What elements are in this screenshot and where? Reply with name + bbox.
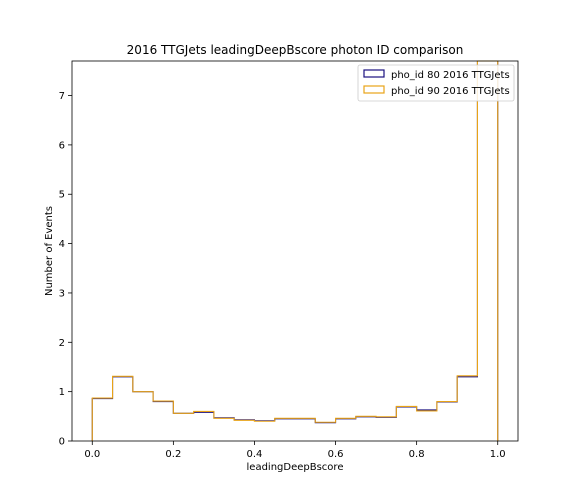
x-tick-label: 1.0	[490, 449, 506, 460]
chart-title: 2016 TTGJets leadingDeepBscore photon ID…	[127, 43, 464, 57]
x-tick-label: 0.0	[84, 449, 100, 460]
x-axis-label: leadingDeepBscore	[247, 462, 344, 473]
legend: pho_id 80 2016 TTGJets pho_id 90 2016 TT…	[358, 65, 514, 101]
legend-label-pho-id-90: pho_id 90 2016 TTGJets	[391, 86, 510, 97]
legend-label-pho-id-80: pho_id 80 2016 TTGJets	[391, 70, 510, 81]
y-tick-label: 5	[59, 190, 65, 201]
y-axis-ticks: 0 1 2 3 4 5 6 7	[59, 91, 72, 447]
y-tick-label: 6	[59, 140, 65, 151]
y-tick-label: 7	[59, 91, 65, 102]
y-tick-label: 2	[59, 338, 65, 349]
y-tick-label: 3	[59, 288, 65, 299]
y-tick-label: 1	[59, 387, 65, 398]
x-tick-label: 0.8	[409, 449, 425, 460]
x-tick-label: 0.6	[328, 449, 344, 460]
y-tick-label: 0	[59, 437, 65, 448]
y-axis-label: Number of Events	[44, 206, 55, 296]
x-tick-label: 0.4	[247, 449, 263, 460]
x-tick-label: 0.2	[165, 449, 181, 460]
y-tick-label: 4	[59, 239, 65, 250]
plot-frame	[72, 61, 518, 441]
plot-area	[92, 61, 497, 441]
series-step-line-1	[92, 61, 497, 441]
x-axis-ticks: 0.0 0.2 0.4 0.6 0.8 1.0	[84, 441, 505, 460]
series-step-line-0	[92, 61, 497, 441]
